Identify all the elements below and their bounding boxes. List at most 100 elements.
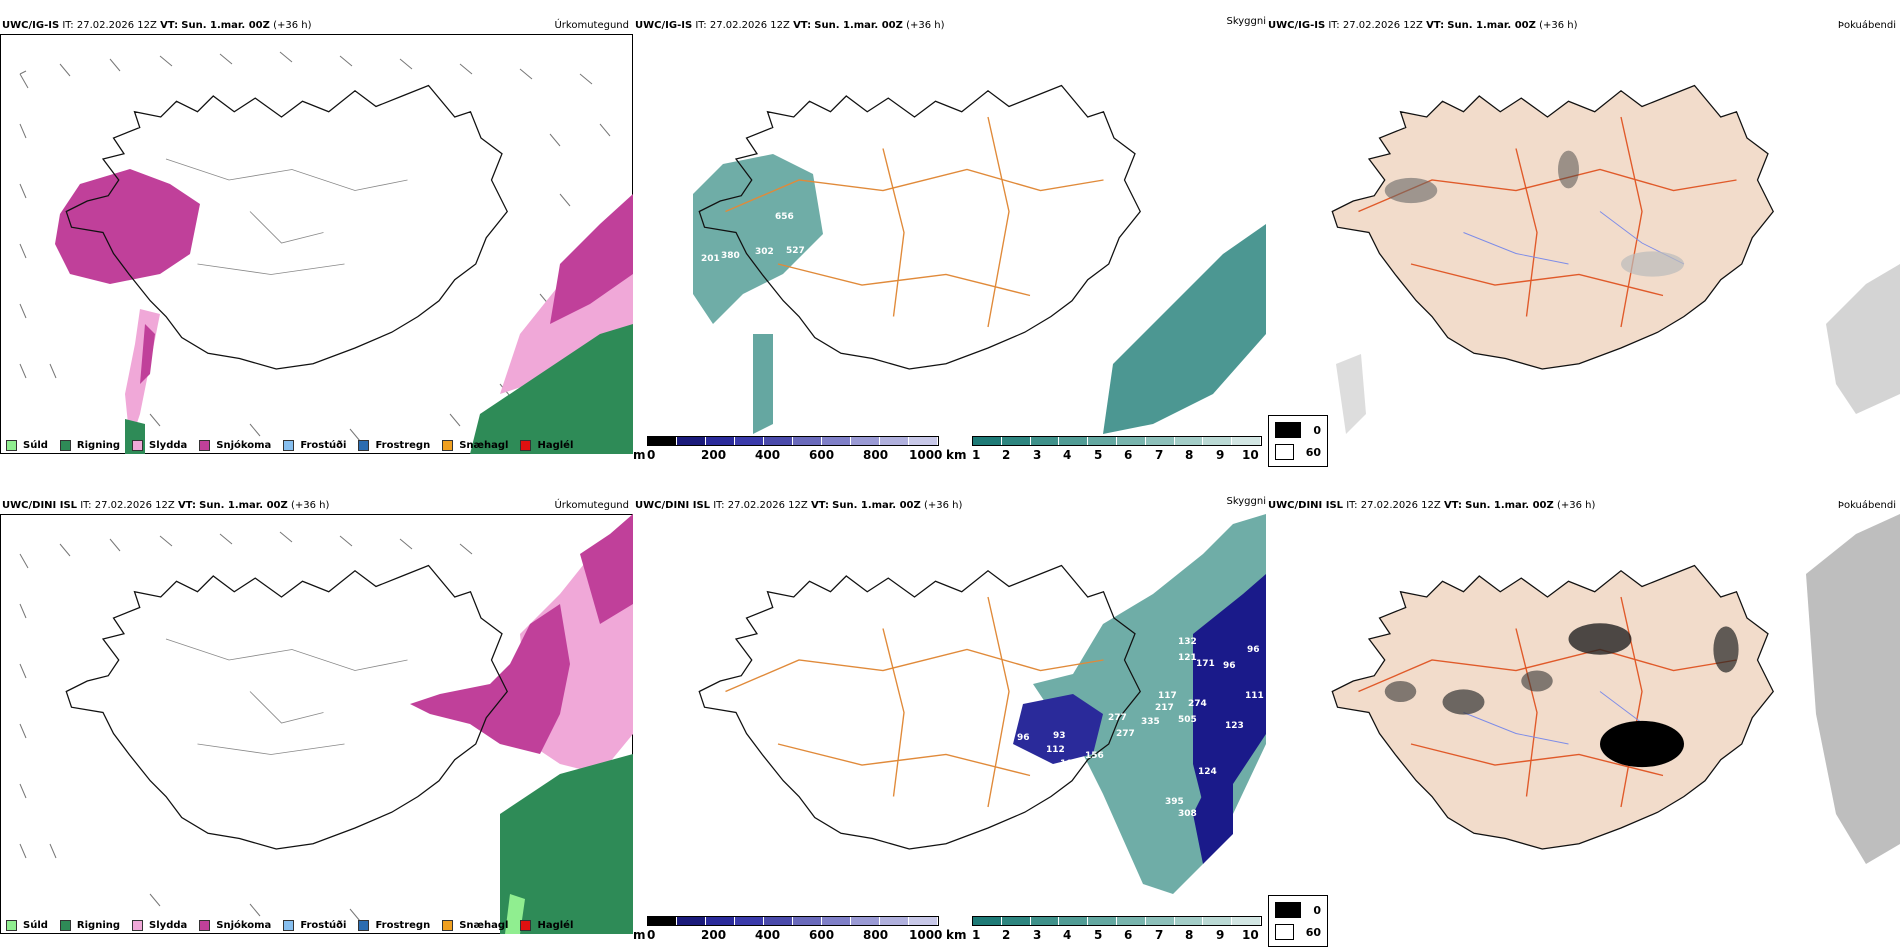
height-colorbar: m 0 200 400 600 800 1000: [633, 916, 953, 946]
height-label: 817: [775, 377, 794, 387]
height-colorbar-strip: [647, 916, 939, 926]
legend-swatch: [199, 440, 211, 451]
height-label: 380: [721, 251, 740, 261]
height-label: 114: [773, 417, 792, 427]
panel-title: UWC/IG-IS IT: 27.02.2026 12Z VT: Sun. 1.…: [635, 20, 945, 31]
height-label: 123: [1225, 721, 1244, 731]
colorbar-unit: m: [633, 448, 646, 462]
height-label: 656: [775, 212, 794, 222]
fog-map-top: [1331, 84, 1900, 434]
height-labels: 132 121 171 96 96 111 117 217 274 335 50…: [1017, 637, 1264, 819]
height-label: 274: [1188, 699, 1207, 709]
height-label: 335: [1141, 717, 1160, 727]
fog-panel-bottom: UWC/DINI ISL IT: 27.02.2026 12Z VT: Sun.…: [1266, 494, 1900, 944]
fog-legend-swatch: [1275, 902, 1302, 918]
colorbar-unit: m: [633, 928, 646, 942]
precip-map-bottom: [0, 514, 633, 934]
precip-panel-top: UWC/IG-IS IT: 27.02.2026 12Z VT: Sun. 1.…: [0, 14, 633, 464]
height-label: 96: [1247, 645, 1260, 655]
height-label: 201: [701, 254, 720, 264]
height-label: 225: [1171, 423, 1190, 433]
fog-legend-swatch: [1275, 444, 1294, 460]
iceland-fill: [1331, 564, 1774, 850]
height-label: 111: [1245, 691, 1264, 701]
legend-swatch: [132, 920, 144, 931]
legend-swatch: [59, 920, 71, 931]
precip-areas: [410, 514, 633, 934]
height-label: 96: [1223, 661, 1236, 671]
height-label: 132: [1178, 637, 1197, 647]
height-label: 112: [1046, 745, 1065, 755]
height-label: 277: [1116, 729, 1135, 739]
legend-swatch: [520, 920, 532, 931]
fog-panel-top: UWC/IG-IS IT: 27.02.2026 12Z VT: Sun. 1.…: [1266, 14, 1900, 464]
fog-map-bottom: [1331, 514, 1900, 864]
wind-barbs: [19, 51, 611, 442]
colorbar-unit: km: [946, 928, 967, 942]
panel-title: UWC/DINI ISL IT: 27.02.2026 12Z VT: Sun.…: [635, 500, 963, 511]
legend-swatch: [132, 440, 144, 451]
precip-legend: Súld Rigning Slydda Snjókoma Frostúði Fr…: [0, 920, 585, 931]
legend-swatch: [283, 920, 295, 931]
legend-swatch: [358, 440, 370, 451]
height-labels: 656 201 380 302 527 817 114 225 191: [701, 212, 1190, 433]
fog-legend-top: 0 60: [1268, 415, 1328, 467]
fog-legend-bottom: 0 60: [1268, 895, 1328, 947]
legend-swatch: [6, 920, 17, 931]
panel-title: UWC/IG-IS IT: 27.02.2026 12Z VT: Sun. 1.…: [2, 20, 312, 31]
height-colorbar-strip: [647, 436, 939, 446]
height-label: 505: [1178, 715, 1197, 725]
panel-title: UWC/IG-IS IT: 27.02.2026 12Z VT: Sun. 1.…: [1268, 20, 1578, 31]
precip-areas: [55, 169, 633, 454]
height-label: 117: [1158, 691, 1177, 701]
height-label: 308: [1178, 809, 1197, 819]
iceland-coast: [65, 84, 508, 370]
visibility-colorbar: km 1 2 3 4 5 6 7 8 9 10: [946, 916, 1266, 946]
legend-swatch: [6, 440, 17, 451]
precip-legend: Súld Rigning Slydda Snjókoma Frostúði Fr…: [0, 440, 585, 451]
height-colorbar: m 0 200 400 600 800 1000: [633, 436, 953, 466]
fog-legend-swatch: [1275, 422, 1302, 438]
panel-name: Þokuábendi: [1837, 20, 1896, 31]
iceland-coast: [65, 564, 508, 850]
visibility-colorbar-strip: [972, 436, 1262, 446]
fog-legend-swatch: [1275, 924, 1294, 940]
height-label: 191: [818, 240, 837, 250]
visibility-panel-bottom: UWC/DINI ISL IT: 27.02.2026 12Z VT: Sun.…: [633, 494, 1266, 944]
legend-swatch: [59, 440, 71, 451]
height-label: 96: [1017, 733, 1030, 743]
panel-name: Úrkomutegund: [554, 500, 629, 511]
legend-swatch: [358, 920, 370, 931]
legend-swatch: [199, 920, 211, 931]
wind-barbs: [19, 531, 473, 922]
colorbar-unit: km: [946, 448, 967, 462]
visibility-map-bottom: 132 121 171 96 96 111 117 217 274 335 50…: [698, 514, 1266, 894]
height-label: 277: [1108, 713, 1127, 723]
height-label: 101: [1060, 759, 1079, 769]
legend-swatch: [442, 920, 454, 931]
legend-swatch: [520, 440, 532, 451]
height-label: 395: [1165, 797, 1184, 807]
height-label: 93: [1053, 731, 1066, 741]
height-label: 171: [1196, 659, 1215, 669]
panel-name: Þokuábendi: [1837, 500, 1896, 511]
height-label: 302: [755, 247, 774, 257]
legend-swatch: [283, 440, 295, 451]
panel-name: Skyggni: [1226, 496, 1266, 507]
panel-name: Úrkomutegund: [554, 20, 629, 31]
visibility-colorbar-strip: [972, 916, 1262, 926]
panel-title: UWC/DINI ISL IT: 27.02.2026 12Z VT: Sun.…: [1268, 500, 1596, 511]
visibility-panel-top: UWC/IG-IS IT: 27.02.2026 12Z VT: Sun. 1.…: [633, 14, 1266, 464]
height-label: 121: [1178, 653, 1197, 663]
iceland-fill: [1331, 84, 1774, 370]
height-label: 124: [1198, 767, 1217, 777]
precip-map-top: [0, 34, 633, 454]
visibility-colorbar: km 1 2 3 4 5 6 7 8 9 10: [946, 436, 1266, 466]
iceland-coast: [698, 564, 1141, 850]
height-label: 156: [1085, 751, 1104, 761]
precip-panel-bottom: UWC/DINI ISL IT: 27.02.2026 12Z VT: Sun.…: [0, 494, 633, 944]
panel-title: UWC/DINI ISL IT: 27.02.2026 12Z VT: Sun.…: [2, 500, 330, 511]
height-label: 217: [1155, 703, 1174, 713]
panel-name: Skyggni: [1226, 16, 1266, 27]
iceland-coast: [698, 84, 1141, 370]
